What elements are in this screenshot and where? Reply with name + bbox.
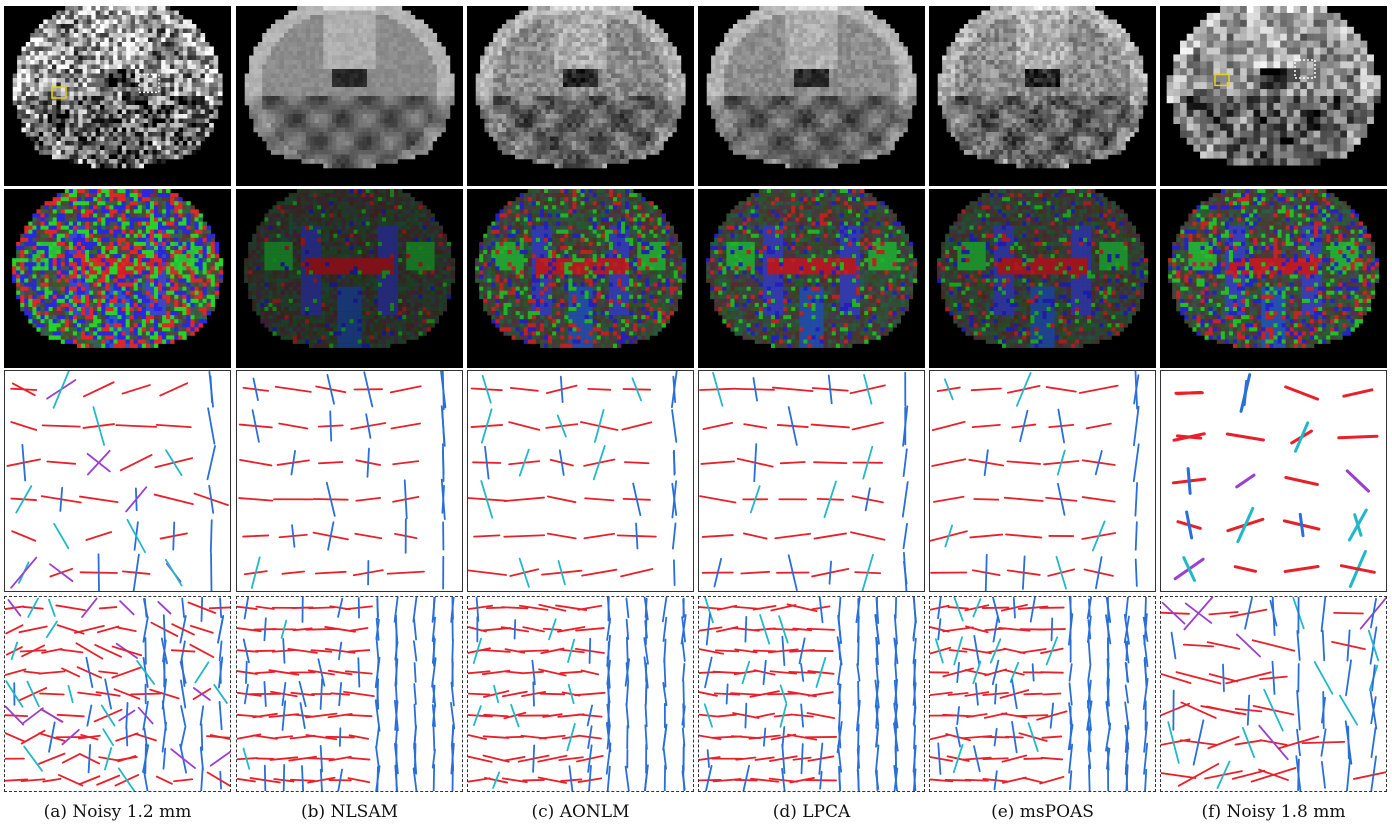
fa-colormap-panel (236, 189, 463, 368)
zoom-dashed-roi-panel (4, 596, 231, 792)
column-e: (e) msPOAS (929, 0, 1156, 829)
fa-colormap-panel (467, 189, 694, 368)
zoom-dashed-roi-panel (467, 596, 694, 792)
subfigure-caption: (b) NLSAM (300, 802, 399, 822)
roi-dashed-marker (138, 73, 160, 94)
zoom-dashed-roi-panel (929, 596, 1156, 792)
b0-image-panel (467, 6, 694, 186)
b0-image-panel (4, 6, 231, 186)
column-a: (a) Noisy 1.2 mm (4, 0, 231, 829)
zoom-solid-roi-panel (467, 370, 694, 592)
zoom-dashed-roi-panel (1160, 596, 1387, 792)
b0-image-panel (236, 6, 463, 186)
subfigure-caption: (f) Noisy 1.8 mm (1201, 802, 1346, 822)
column-c: (c) AONLM (467, 0, 694, 829)
roi-dashed-marker (1294, 59, 1316, 79)
fa-colormap-panel (698, 189, 925, 368)
roi-solid-marker (51, 86, 67, 99)
zoom-dashed-roi-panel (698, 596, 925, 792)
zoom-solid-roi-panel (4, 370, 231, 592)
b0-image-panel (698, 6, 925, 186)
b0-image-panel (1160, 6, 1387, 186)
subfigure-caption: (e) msPOAS (991, 802, 1094, 822)
zoom-solid-roi-panel (929, 370, 1156, 592)
roi-solid-marker (1214, 73, 1230, 87)
column-f: (f) Noisy 1.8 mm (1160, 0, 1387, 829)
zoom-solid-roi-panel (236, 370, 463, 592)
column-b: (b) NLSAM (236, 0, 463, 829)
fa-colormap-panel (929, 189, 1156, 368)
column-d: (d) LPCA (698, 0, 925, 829)
b0-image-panel (929, 6, 1156, 186)
zoom-solid-roi-panel (698, 370, 925, 592)
subfigure-caption: (a) Noisy 1.2 mm (43, 802, 192, 822)
subfigure-caption: (d) LPCA (772, 802, 851, 822)
subfigure-caption: (c) AONLM (531, 802, 630, 822)
zoom-dashed-roi-panel (236, 596, 463, 792)
fa-colormap-panel (4, 189, 231, 368)
zoom-solid-roi-panel (1160, 370, 1387, 592)
fa-colormap-panel (1160, 189, 1387, 368)
